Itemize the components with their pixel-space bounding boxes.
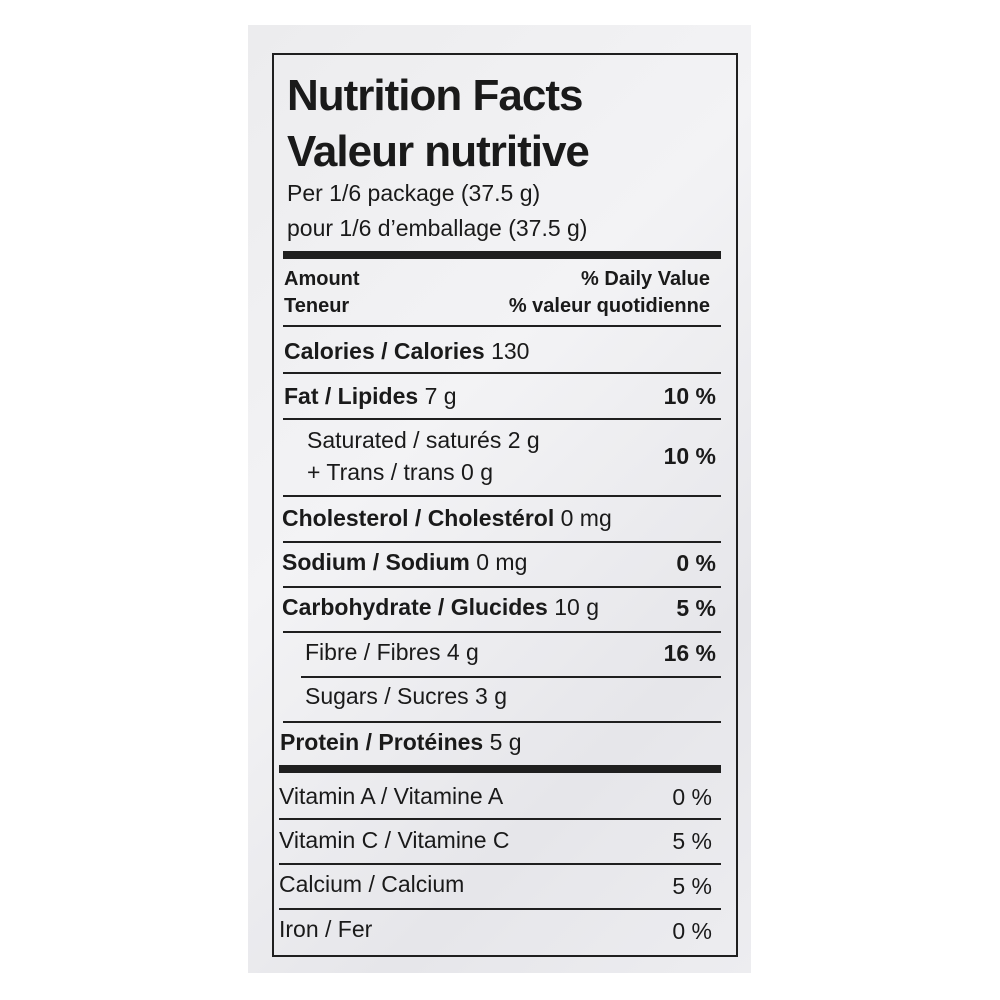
vitamin-c-daily-value: 5 % xyxy=(672,828,712,854)
row-divider xyxy=(279,818,721,820)
amount-header-english: Amount xyxy=(284,268,360,290)
fibre-row: Fibre / Fibres 4 g xyxy=(305,641,479,664)
nutrient-name: Fat / Lipides xyxy=(284,383,419,409)
serving-size-english: Per 1/6 package (37.5 g) xyxy=(287,180,541,206)
calcium-name: Calcium / Calcium xyxy=(279,871,465,897)
nutrient-name: Carbohydrate / Glucides xyxy=(282,594,548,620)
nutrient-name: Sodium / Sodium xyxy=(282,549,470,575)
header-divider xyxy=(283,325,721,327)
saturated-row: Saturated / saturés 2 g xyxy=(307,429,540,452)
vitamin-a-daily-value: 0 % xyxy=(672,784,712,810)
calcium-daily-value: 5 % xyxy=(672,873,712,899)
fat-row: Fat / Lipides 7 g xyxy=(284,385,457,408)
row-divider xyxy=(279,863,721,865)
saturated-trans-daily-value: 10 % xyxy=(663,443,716,469)
nutrient-amount: 0 mg xyxy=(476,549,528,575)
nutrient-amount: 0 g xyxy=(461,459,494,485)
nutrient-amount: 5 g xyxy=(489,729,522,755)
thick-divider-vitamins xyxy=(279,765,721,773)
iron-daily-value: 0 % xyxy=(672,918,712,944)
trans-row: + Trans / trans 0 g xyxy=(307,461,493,484)
serving-size-french: pour 1/6 d’emballage (37.5 g) xyxy=(287,215,588,241)
nutrition-label-border xyxy=(272,53,738,957)
nutrient-amount: 2 g xyxy=(507,427,540,453)
iron-name: Iron / Fer xyxy=(279,916,373,942)
protein-row: Protein / Protéines 5 g xyxy=(280,731,522,754)
daily-value-header-french: % valeur quotidienne xyxy=(508,295,710,317)
nutrient-amount: 10 g xyxy=(554,594,600,620)
nutrient-name: Sugars / Sucres xyxy=(305,683,469,709)
carbohydrate-daily-value: 5 % xyxy=(676,595,716,621)
nutrient-amount: 7 g xyxy=(424,383,457,409)
title-french: Valeur nutritive xyxy=(287,127,590,176)
nutrient-name: Calories / Calories xyxy=(284,338,485,364)
nutrient-amount: 130 xyxy=(491,338,530,364)
thick-divider-top xyxy=(283,251,721,259)
fat-daily-value: 10 % xyxy=(663,383,716,409)
row-divider xyxy=(283,372,721,374)
row-divider xyxy=(279,908,721,910)
title-english: Nutrition Facts xyxy=(287,71,583,120)
sodium-daily-value: 0 % xyxy=(676,550,716,576)
daily-value-header-english: % Daily Value xyxy=(581,268,710,290)
carbohydrate-row: Carbohydrate / Glucides 10 g xyxy=(282,596,599,619)
row-divider xyxy=(283,495,721,497)
package-background xyxy=(248,25,751,973)
nutrient-name: Cholesterol / Cholestérol xyxy=(282,505,555,531)
nutrient-amount: 3 g xyxy=(475,683,508,709)
sodium-row: Sodium / Sodium 0 mg xyxy=(282,551,527,574)
row-divider xyxy=(283,631,721,633)
cholesterol-row: Cholesterol / Cholestérol 0 mg xyxy=(282,507,612,530)
calories-row: Calories / Calories 130 xyxy=(284,340,529,363)
amount-header-french: Teneur xyxy=(284,295,350,317)
vitamin-c-name: Vitamin C / Vitamine C xyxy=(279,827,510,853)
nutrient-name: Saturated / saturés xyxy=(307,427,502,453)
nutrient-name: Fibre / Fibres xyxy=(305,639,441,665)
row-divider xyxy=(283,586,721,588)
row-divider xyxy=(283,541,721,543)
nutrient-name: Protein / Protéines xyxy=(280,729,484,755)
nutrient-name: + Trans / trans xyxy=(307,459,455,485)
row-divider xyxy=(283,721,721,723)
row-divider xyxy=(283,418,721,420)
nutrient-amount: 4 g xyxy=(446,639,479,665)
row-divider xyxy=(301,676,721,678)
fibre-daily-value: 16 % xyxy=(663,640,716,666)
sugars-row: Sugars / Sucres 3 g xyxy=(305,685,507,708)
vitamin-a-name: Vitamin A / Vitamine A xyxy=(279,783,504,809)
nutrient-amount: 0 mg xyxy=(560,505,612,531)
